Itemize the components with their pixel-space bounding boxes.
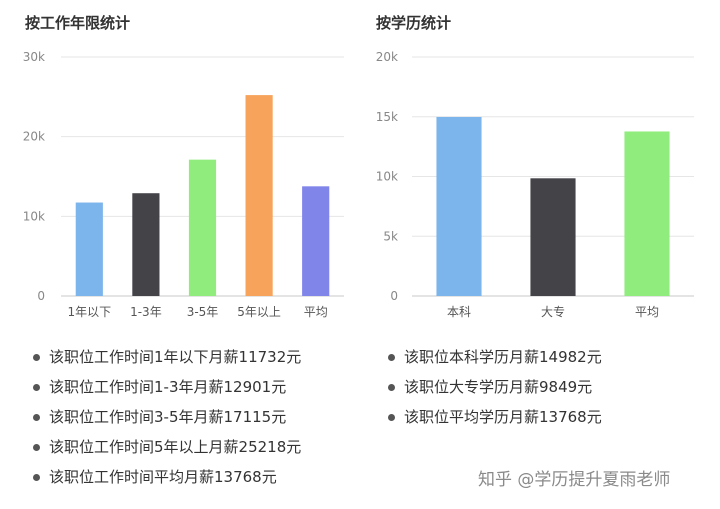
x-tick-label: 3-5年: [187, 305, 219, 319]
experience-salary-notes: 该职位工作时间1年以下月薪11732元 该职位工作时间1-3年月薪12901元 …: [33, 346, 301, 496]
bar-0: [436, 116, 482, 296]
note-item: 该职位工作时间5年以上月薪25218元: [33, 436, 301, 466]
bar-3: [245, 95, 273, 296]
y-tick-label: 10k: [23, 209, 45, 223]
note-item: 该职位平均学历月薪13768元: [388, 406, 602, 436]
x-tick-label: 5年以上: [237, 305, 281, 319]
bar-1: [530, 178, 576, 296]
y-tick-label: 20k: [376, 50, 398, 64]
y-tick-label: 15k: [376, 110, 398, 124]
x-tick-label: 1-3年: [130, 305, 162, 319]
note-item: 该职位工作时间平均月薪13768元: [33, 466, 301, 496]
x-tick-label: 本科: [447, 305, 471, 319]
y-tick-label: 10k: [376, 170, 398, 184]
note-item: 该职位工作时间1-3年月薪12901元: [33, 376, 301, 406]
note-item: 该职位工作时间1年以下月薪11732元: [33, 346, 301, 376]
y-tick-label: 5k: [383, 229, 398, 243]
y-tick-label: 20k: [23, 130, 45, 144]
note-item: 该职位本科学历月薪14982元: [388, 346, 602, 376]
x-tick-label: 大专: [541, 304, 565, 319]
note-item: 该职位工作时间3-5年月薪17115元: [33, 406, 301, 436]
note-item: 该职位大专学历月薪9849元: [388, 376, 602, 406]
bar-0: [75, 202, 103, 296]
education-salary-chart: 0 5k 10k 15k 20k 本科 大专 平均: [376, 50, 694, 319]
chart-title-education: 按学历统计: [376, 14, 452, 32]
experience-salary-chart: 0 10k 20k 30k 1年以下 1-3年 3-5年 5年以上 平均: [23, 50, 344, 319]
y-tick-label: 0: [37, 289, 45, 303]
bar-2: [624, 131, 670, 296]
chart-title-experience: 按工作年限统计: [25, 14, 131, 32]
x-tick-label: 1年以下: [67, 305, 111, 319]
education-salary-notes: 该职位本科学历月薪14982元 该职位大专学历月薪9849元 该职位平均学历月薪…: [388, 346, 602, 436]
bar-4: [302, 186, 330, 296]
watermark-text: 知乎 @学历提升夏雨老师: [478, 470, 671, 490]
x-tick-label: 平均: [304, 305, 328, 319]
x-tick-label: 平均: [635, 305, 659, 319]
bar-1: [132, 193, 160, 296]
bar-2: [188, 159, 217, 296]
y-tick-label: 0: [390, 289, 398, 303]
y-tick-label: 30k: [23, 50, 45, 64]
